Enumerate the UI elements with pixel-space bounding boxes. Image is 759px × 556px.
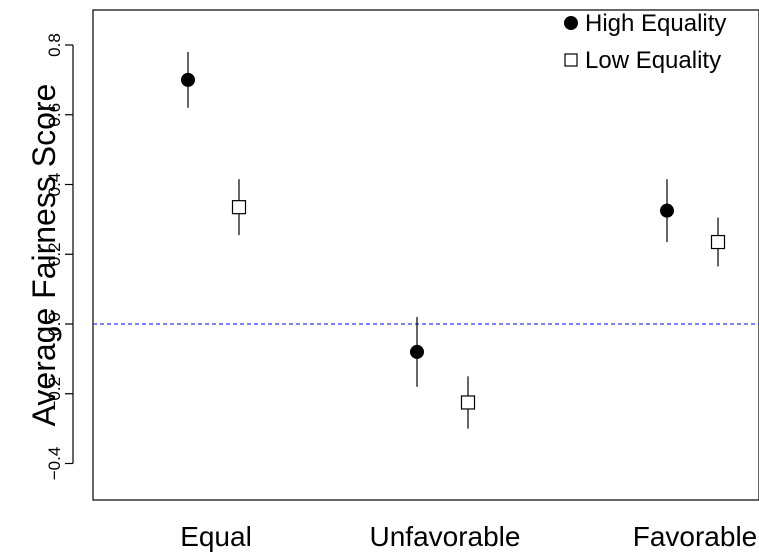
legend-marker-high-equality (564, 16, 578, 30)
y-axis: −0.4 −0.2 0.0 0.2 0.4 0.6 0.8 (45, 33, 74, 481)
y-tick-label: 0.4 (45, 173, 64, 197)
y-tick-label: 0.2 (45, 242, 64, 266)
data-marks (181, 51, 726, 429)
legend-marker-low-equality (564, 53, 578, 67)
y-tick-label: 0.6 (45, 103, 64, 127)
plot-frame (92, 9, 759, 501)
legend-label: High Equality (585, 10, 726, 37)
x-tick-label: Favorable (633, 521, 758, 552)
x-tick-label: Unfavorable (370, 521, 521, 552)
point-high-equality (660, 203, 674, 218)
point-low-equality (460, 395, 476, 410)
legend: High Equality Low Equality (564, 10, 726, 74)
y-tick-label: 0.0 (45, 312, 64, 336)
point-low-equality (710, 234, 726, 250)
x-axis: Equal Unfavorable Favorable (180, 521, 757, 552)
y-tick-label: −0.2 (45, 377, 64, 411)
y-axis-title: Average Fairness Score (26, 84, 62, 427)
legend-label: Low Equality (585, 47, 721, 74)
y-tick-label: 0.8 (45, 33, 64, 57)
y-tick-label: −0.4 (45, 447, 64, 481)
x-tick-label: Equal (180, 521, 252, 552)
point-high-equality (181, 72, 195, 87)
point-high-equality (410, 344, 424, 359)
point-low-equality (231, 200, 247, 215)
